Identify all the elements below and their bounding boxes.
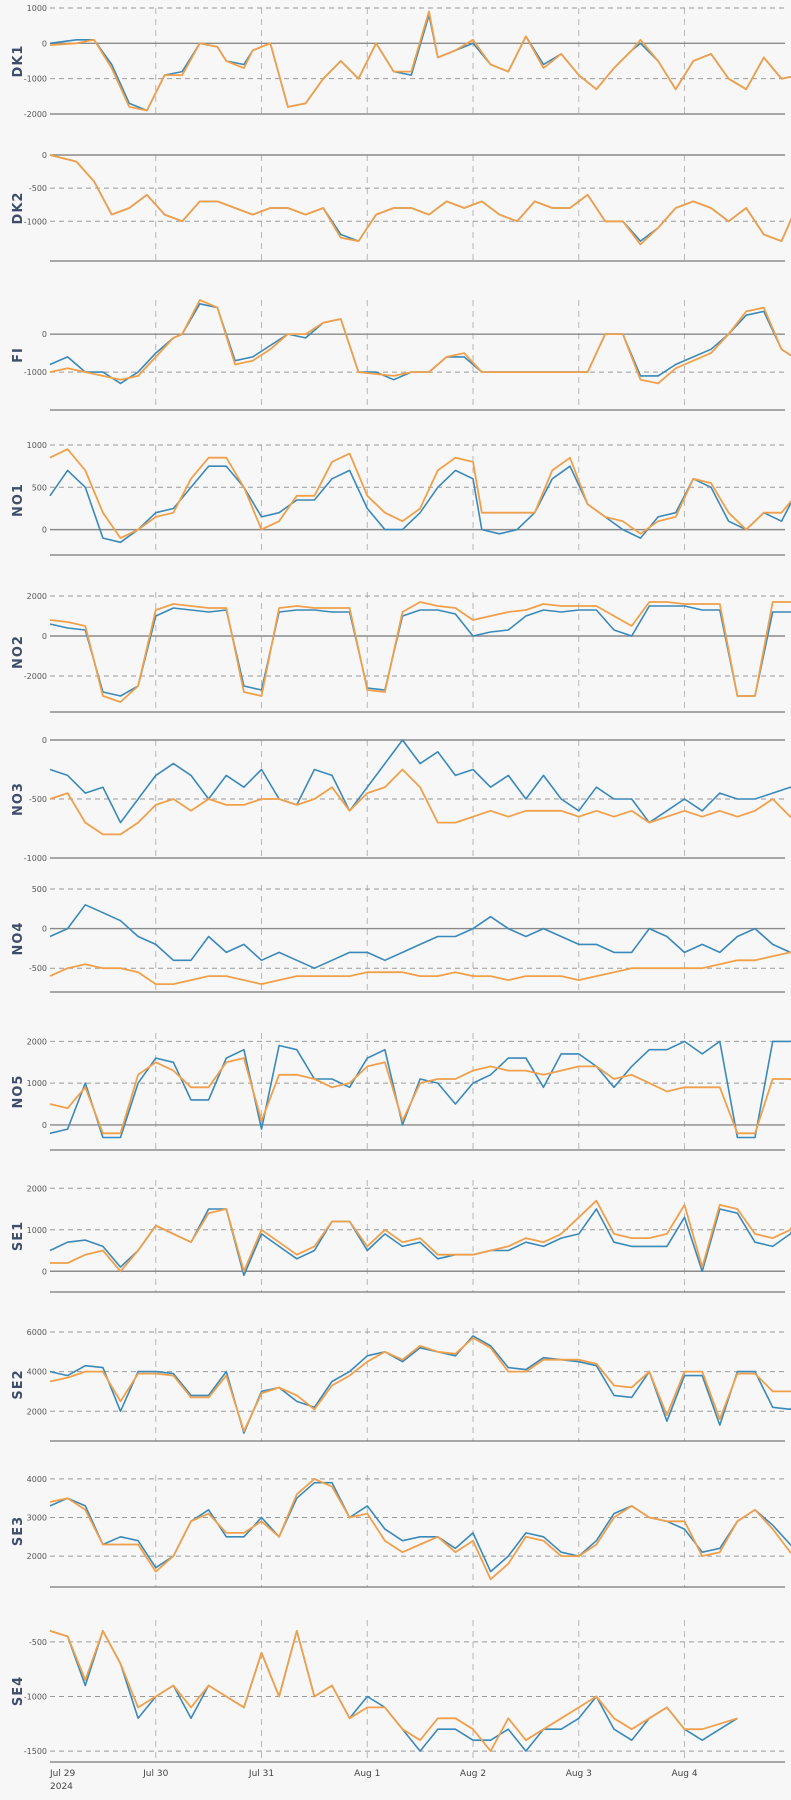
series-b-line <box>49 1478 791 1581</box>
panel-no2: 2000 0 -2000 NO2 <box>11 592 791 713</box>
y-tick-label: -500 <box>29 964 47 973</box>
series-b-line <box>49 601 791 703</box>
y-tick-label: 2000 <box>27 592 47 601</box>
series-b-line <box>49 768 791 836</box>
panel-label: FI <box>11 347 26 363</box>
panel-no5: 2000 1000 0 NO5 <box>11 1033 791 1151</box>
y-tick-label: 500 <box>32 885 47 894</box>
x-tick-year-label: 2024 <box>50 1782 73 1792</box>
panel-label: DK2 <box>11 192 26 225</box>
y-tick-label: 1000 <box>27 441 47 450</box>
series-a-line <box>49 14 791 112</box>
y-tick-label: 0 <box>42 1267 47 1276</box>
panel-label: DK1 <box>11 45 26 78</box>
series-a-line <box>49 739 791 824</box>
panel-se1: 2000 1000 0 SE1 <box>11 1180 791 1293</box>
panel-label: NO5 <box>11 1075 26 1109</box>
y-tick-label: 0 <box>42 632 47 641</box>
panel-no1: 1000 500 0 NO1 <box>11 441 791 556</box>
x-tick-label: Jul 29 <box>49 1769 75 1779</box>
series-a-line <box>49 904 791 969</box>
y-tick-label: 1000 <box>27 1226 47 1235</box>
y-tick-label: 1000 <box>27 1079 47 1088</box>
y-tick-label: -1000 <box>24 368 47 377</box>
panel-se4: -500 -1000 -1500 SE4 <box>11 1620 785 1763</box>
series-a-line <box>49 154 791 242</box>
series-a-line <box>49 1208 791 1277</box>
y-tick-label: 0 <box>42 736 47 745</box>
series-a-line <box>49 303 791 385</box>
series-b-line <box>49 299 791 385</box>
x-tick-label: Aug 1 <box>354 1769 380 1779</box>
x-tick-label: Jul 30 <box>142 1769 168 1779</box>
y-tick-label: 2000 <box>27 1184 47 1193</box>
y-tick-label: 0 <box>42 1121 47 1130</box>
y-tick-label: -1000 <box>24 75 47 84</box>
y-tick-label: -500 <box>29 795 47 804</box>
y-tick-label: 0 <box>42 39 47 48</box>
panel-label: NO3 <box>11 782 26 816</box>
y-tick-label: -500 <box>29 1638 47 1647</box>
y-tick-label: 2000 <box>27 1037 47 1046</box>
panel-label: SE4 <box>11 1676 26 1706</box>
x-tick-label: Aug 3 <box>566 1769 592 1779</box>
series-a-line <box>49 1040 791 1139</box>
y-tick-label: 0 <box>42 330 47 339</box>
panel-label: NO2 <box>11 635 26 669</box>
panel-dk1: 1000 0 -1000 -2000 DK1 <box>11 4 791 119</box>
y-tick-label: 6000 <box>27 1328 47 1337</box>
y-tick-label: -1500 <box>24 1747 47 1756</box>
y-tick-label: -1000 <box>24 1692 47 1701</box>
y-tick-label: 0 <box>42 526 47 535</box>
y-tick-label: 0 <box>42 925 47 934</box>
x-tick-label: Jul 31 <box>248 1769 274 1779</box>
series-b-line <box>49 1057 791 1135</box>
x-tick-label: Aug 4 <box>671 1769 697 1779</box>
series-a-line <box>49 1335 791 1434</box>
y-tick-label: 2000 <box>27 1407 47 1416</box>
series-b-line <box>50 1199 791 1273</box>
y-tick-label: -500 <box>29 184 47 193</box>
panel-label: NO4 <box>11 922 26 956</box>
y-tick-label: 0 <box>42 151 47 160</box>
series-a-line <box>49 1481 791 1573</box>
series-a-line <box>49 465 791 544</box>
x-tick-label: Aug 2 <box>460 1769 486 1779</box>
panel-fi: 0 -1000 FI <box>11 299 791 411</box>
series-b-line <box>49 1630 738 1752</box>
panel-label: NO1 <box>11 483 26 517</box>
y-tick-label: -1000 <box>24 217 47 226</box>
panel-label: SE2 <box>11 1369 26 1399</box>
series-b-line <box>49 448 791 539</box>
series-b-line <box>49 1337 791 1432</box>
y-tick-label: -1000 <box>24 854 47 863</box>
y-tick-label: 3000 <box>27 1513 47 1522</box>
series-b-line <box>49 10 791 112</box>
y-tick-label: 4000 <box>27 1368 47 1377</box>
panel-label: SE3 <box>11 1516 26 1546</box>
y-tick-label: 4000 <box>27 1475 47 1484</box>
y-tick-label: -2000 <box>24 672 47 681</box>
y-tick-label: -2000 <box>24 110 47 119</box>
series-a-line <box>49 1630 738 1752</box>
series-b-line <box>49 154 791 246</box>
series-b-line <box>49 951 791 985</box>
y-tick-label: 500 <box>32 483 47 492</box>
panel-no3: 0 -500 -1000 NO3 <box>11 736 791 863</box>
series-a-line <box>49 605 791 697</box>
panel-label: SE1 <box>11 1221 26 1251</box>
y-tick-label: 2000 <box>27 1552 47 1561</box>
y-tick-label: 1000 <box>27 4 47 13</box>
